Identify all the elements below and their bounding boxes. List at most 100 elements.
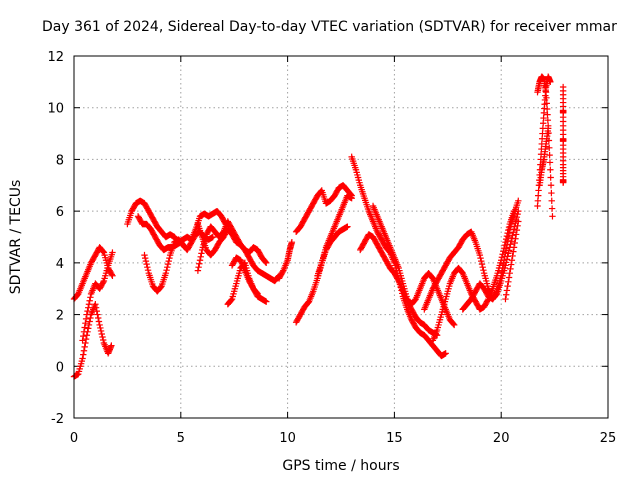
- data-point: [502, 238, 509, 246]
- data-point: [109, 272, 116, 279]
- data-point: [82, 315, 90, 323]
- data-point: [542, 89, 550, 96]
- data-point: [479, 263, 486, 271]
- y-tick-label: 8: [56, 153, 64, 168]
- data-point: [498, 254, 506, 261]
- data-point: [157, 283, 165, 291]
- data-point: [480, 266, 487, 274]
- data-point: [85, 321, 93, 329]
- series-trace-f: [134, 213, 189, 254]
- data-point: [79, 355, 86, 362]
- data-point: [99, 248, 107, 255]
- data-point: [209, 233, 217, 241]
- data-point: [142, 254, 149, 262]
- data-point: [317, 188, 325, 195]
- series-trace-c: [79, 249, 116, 344]
- data-point: [198, 250, 205, 257]
- data-point: [477, 254, 484, 262]
- data-point: [502, 235, 510, 243]
- y-tick-label: 12: [47, 50, 64, 65]
- data-point: [141, 251, 148, 259]
- data-point: [504, 229, 511, 237]
- data-point: [451, 321, 458, 329]
- data-point: [82, 335, 90, 343]
- series-trace-j: [228, 254, 261, 298]
- data-point: [162, 270, 170, 277]
- series-trace-q: [369, 202, 458, 329]
- series-trace-x: [536, 125, 552, 189]
- tick-labels: 0 5 10 15 20 25 -2 0 2 4 6 8 10 12: [47, 50, 616, 446]
- x-tick-label: 15: [386, 431, 403, 446]
- data-point: [142, 257, 150, 265]
- data-point: [510, 226, 518, 233]
- data-point: [543, 94, 550, 102]
- data-point: [80, 351, 87, 358]
- data-point: [262, 258, 269, 266]
- data-point: [543, 105, 551, 113]
- data-point: [166, 254, 173, 262]
- data-point: [504, 282, 511, 290]
- data-point: [505, 247, 513, 254]
- data-point: [501, 241, 508, 249]
- data-point: [547, 182, 555, 189]
- data-point: [502, 295, 509, 303]
- data-point: [544, 117, 552, 124]
- data-point: [82, 319, 89, 327]
- data-point: [498, 257, 505, 264]
- y-tick-label: -2: [51, 412, 64, 427]
- data-point: [514, 210, 521, 218]
- data-point: [450, 320, 457, 328]
- data-point: [394, 276, 402, 283]
- series-trace-m: [292, 223, 351, 326]
- series-trace-p: [357, 231, 441, 339]
- data-point: [97, 327, 105, 335]
- series-trace-b: [70, 301, 115, 380]
- data-point: [97, 324, 104, 332]
- x-tick-label: 5: [177, 431, 185, 446]
- data-point: [505, 274, 513, 281]
- series-trace-i: [224, 259, 270, 308]
- data-point: [515, 218, 522, 225]
- data-point: [288, 238, 296, 246]
- series-trace-o: [348, 153, 449, 360]
- data-point: [92, 304, 100, 311]
- data-point: [92, 301, 99, 308]
- data-point: [95, 314, 102, 322]
- data-point: [181, 243, 188, 250]
- data-point: [548, 197, 555, 204]
- data-point: [98, 330, 105, 338]
- x-tick-label: 0: [70, 431, 78, 446]
- x-tick-label: 20: [493, 431, 510, 446]
- series-trace-d: [124, 197, 229, 246]
- x-tick-label: 25: [600, 431, 617, 446]
- data-point: [502, 259, 510, 266]
- data-point: [507, 241, 514, 248]
- data-point: [544, 125, 552, 132]
- data-point: [85, 301, 93, 308]
- data-point: [254, 290, 261, 298]
- data-point: [80, 328, 88, 336]
- data-point: [513, 213, 521, 221]
- chart-title: Day 361 of 2024, Sidereal Day-to-day VTE…: [42, 19, 617, 35]
- data-point: [81, 343, 88, 351]
- data-point: [543, 100, 550, 107]
- data-point: [144, 263, 151, 271]
- data-point: [348, 195, 355, 202]
- data-point: [144, 266, 152, 274]
- data-point: [81, 324, 88, 331]
- data-point: [478, 260, 486, 268]
- y-axis-label: SDTVAR / TECUs: [8, 180, 24, 295]
- data-point: [559, 176, 567, 184]
- data-point: [85, 304, 92, 311]
- data-point: [84, 307, 91, 315]
- x-tick-label: 10: [279, 431, 296, 446]
- data-point: [94, 311, 101, 318]
- data-point: [503, 256, 511, 263]
- data-point: [99, 336, 107, 344]
- series-trace-y: [559, 83, 567, 186]
- data-point: [87, 294, 94, 301]
- data-point: [143, 260, 150, 268]
- data-point: [108, 342, 115, 349]
- data-point: [547, 174, 554, 181]
